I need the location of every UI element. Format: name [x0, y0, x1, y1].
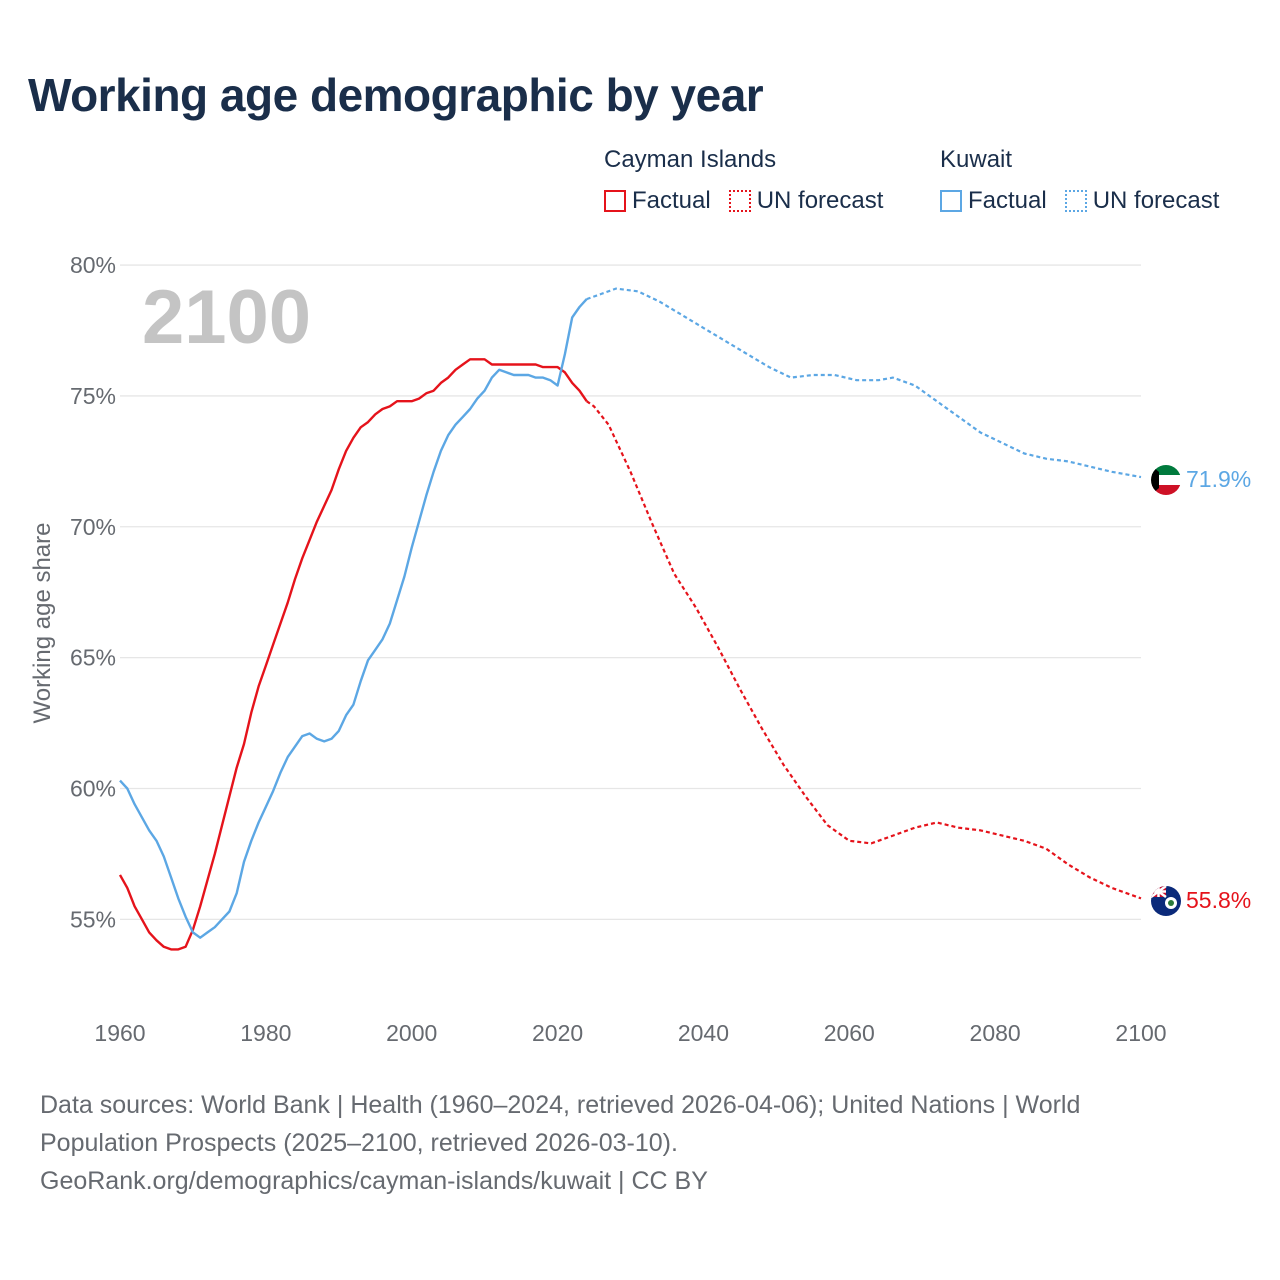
legend-label: UN forecast: [756, 187, 884, 214]
cayman-islands-factual-line: [118, 358, 588, 951]
legend-item-cayman-forecast[interactable]: UN forecast: [728, 187, 884, 215]
legend-cayman-islands: Cayman Islands Factual UN forecast: [604, 145, 901, 215]
x-tick-label: 1960: [94, 1020, 145, 1046]
footer-line-1: Data sources: World Bank | Health (1960–…: [40, 1091, 1081, 1119]
y-tick-label: 55%: [70, 906, 116, 932]
legend-swatch-solid: [940, 190, 962, 212]
legend-kuwait: Kuwait Factual UN forecast: [940, 145, 1237, 215]
kuwait-flag-icon: [1151, 465, 1181, 495]
x-tick-label: 1980: [240, 1020, 291, 1046]
x-tick-label: 2100: [1115, 1020, 1166, 1046]
legend-label: UN forecast: [1092, 187, 1220, 214]
x-tick-label: 2060: [824, 1020, 875, 1046]
y-tick-label: 60%: [70, 775, 116, 801]
y-axis-ticks: 55% 60% 65% 70% 75% 80%: [70, 252, 116, 932]
legend-item-kuwait-factual[interactable]: Factual: [940, 187, 1047, 215]
legend-country-label: Kuwait: [940, 146, 1013, 173]
cayman-islands-flag-icon: [1151, 886, 1181, 916]
legend-item-cayman-factual[interactable]: Factual: [604, 187, 711, 215]
y-tick-label: 75%: [70, 383, 116, 409]
year-watermark: 2100: [142, 275, 311, 360]
legend-country-label: Cayman Islands: [604, 146, 777, 173]
chart-title: Working age demographic by year: [28, 69, 764, 121]
legend-label: Factual: [968, 187, 1047, 214]
y-axis-label: Working age share: [29, 523, 56, 724]
x-axis-ticks: 1960 1980 2000 2020 2040 2060 2080 2100: [94, 1020, 1166, 1046]
line-chart: 55% 60% 65% 70% 75% 80% 1960 1980 2000 2020 2040 2…: [29, 252, 1251, 1046]
kuwait-end-label: 71.9%: [1186, 466, 1251, 492]
y-tick-label: 80%: [70, 252, 116, 278]
legend-label: Factual: [632, 187, 711, 214]
y-tick-label: 70%: [70, 514, 116, 540]
x-tick-label: 2040: [678, 1020, 729, 1046]
legend-swatch-dotted: [1064, 190, 1087, 212]
x-tick-label: 2020: [532, 1020, 583, 1046]
y-tick-label: 65%: [70, 645, 116, 671]
legend-swatch-solid: [604, 190, 626, 212]
data-sources-footer: Data sources: World Bank | Health (1960–…: [40, 1086, 1240, 1200]
footer-line-2: Population Prospects (2025–2100, retriev…: [40, 1129, 678, 1157]
x-tick-label: 2080: [970, 1020, 1021, 1046]
grid-lines: [120, 264, 1141, 920]
series-lines: [118, 287, 1142, 951]
cayman-islands-forecast-line: [586, 400, 1142, 900]
kuwait-factual-line: [119, 298, 588, 939]
x-tick-label: 2000: [386, 1020, 437, 1046]
footer-line-3: GeoRank.org/demographics/cayman-islands/…: [40, 1167, 708, 1195]
legend-swatch-dotted: [728, 190, 751, 212]
cayman-end-label: 55.8%: [1186, 887, 1251, 913]
kuwait-forecast-line: [586, 287, 1142, 479]
legend-item-kuwait-forecast[interactable]: UN forecast: [1064, 187, 1220, 215]
